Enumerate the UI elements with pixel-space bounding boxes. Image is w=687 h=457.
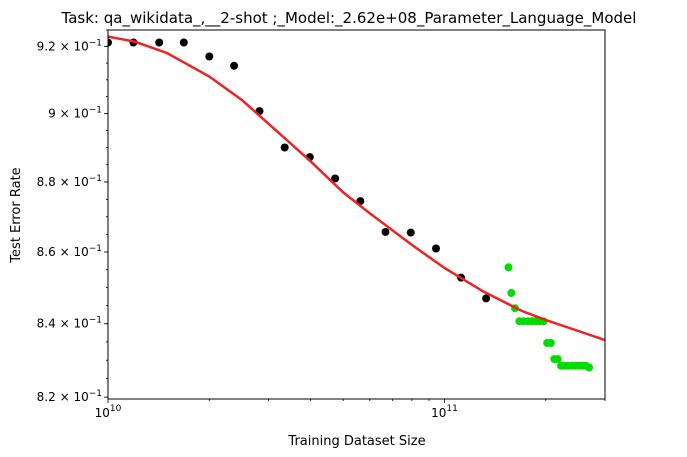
data-point-black xyxy=(108,38,112,47)
data-point-black xyxy=(482,294,491,303)
plot-frame xyxy=(107,29,606,400)
data-point-green xyxy=(507,289,516,297)
data-point-green xyxy=(546,339,555,347)
y-tick-label: 8.2 × 10−1 xyxy=(37,389,102,404)
data-point-black xyxy=(381,227,390,236)
data-point-black xyxy=(155,38,164,47)
plot-area xyxy=(108,35,605,372)
data-point-black xyxy=(280,143,289,152)
data-point-black xyxy=(205,52,214,61)
x-axis-label: Training Dataset Size xyxy=(287,434,425,449)
fit-curve xyxy=(108,35,605,342)
x-axis: 1010 1011 xyxy=(95,399,606,420)
y-axis: 8.2 × 10−1 8.4 × 10−1 8.6 × 10−1 8.8 × 10−1… xyxy=(37,29,108,404)
y-axis-label: Test Error Rate xyxy=(9,167,24,263)
y-tick-label: 9.2 × 10−1 xyxy=(37,39,102,54)
data-point-green xyxy=(553,355,562,364)
data-point-black xyxy=(406,228,415,237)
x-tick-label: 1010 xyxy=(95,404,122,420)
y-tick-label: 9 × 10−1 xyxy=(48,105,102,120)
y-tick-label: 8.6 × 10−1 xyxy=(37,244,102,259)
data-point-black xyxy=(331,174,340,183)
chart-title: Task: qa_wikidata_,__2-shot ;_Model:_2.6… xyxy=(61,9,637,28)
y-tick-label: 8.8 × 10−1 xyxy=(37,174,102,189)
y-tick-label: 8.4 × 10−1 xyxy=(37,316,102,331)
data-point-black xyxy=(230,61,239,70)
data-point-green xyxy=(504,263,513,272)
data-point-black xyxy=(179,38,188,47)
x-tick-label: 1011 xyxy=(431,404,458,420)
data-point-black xyxy=(432,244,440,253)
data-point-green xyxy=(585,363,594,372)
